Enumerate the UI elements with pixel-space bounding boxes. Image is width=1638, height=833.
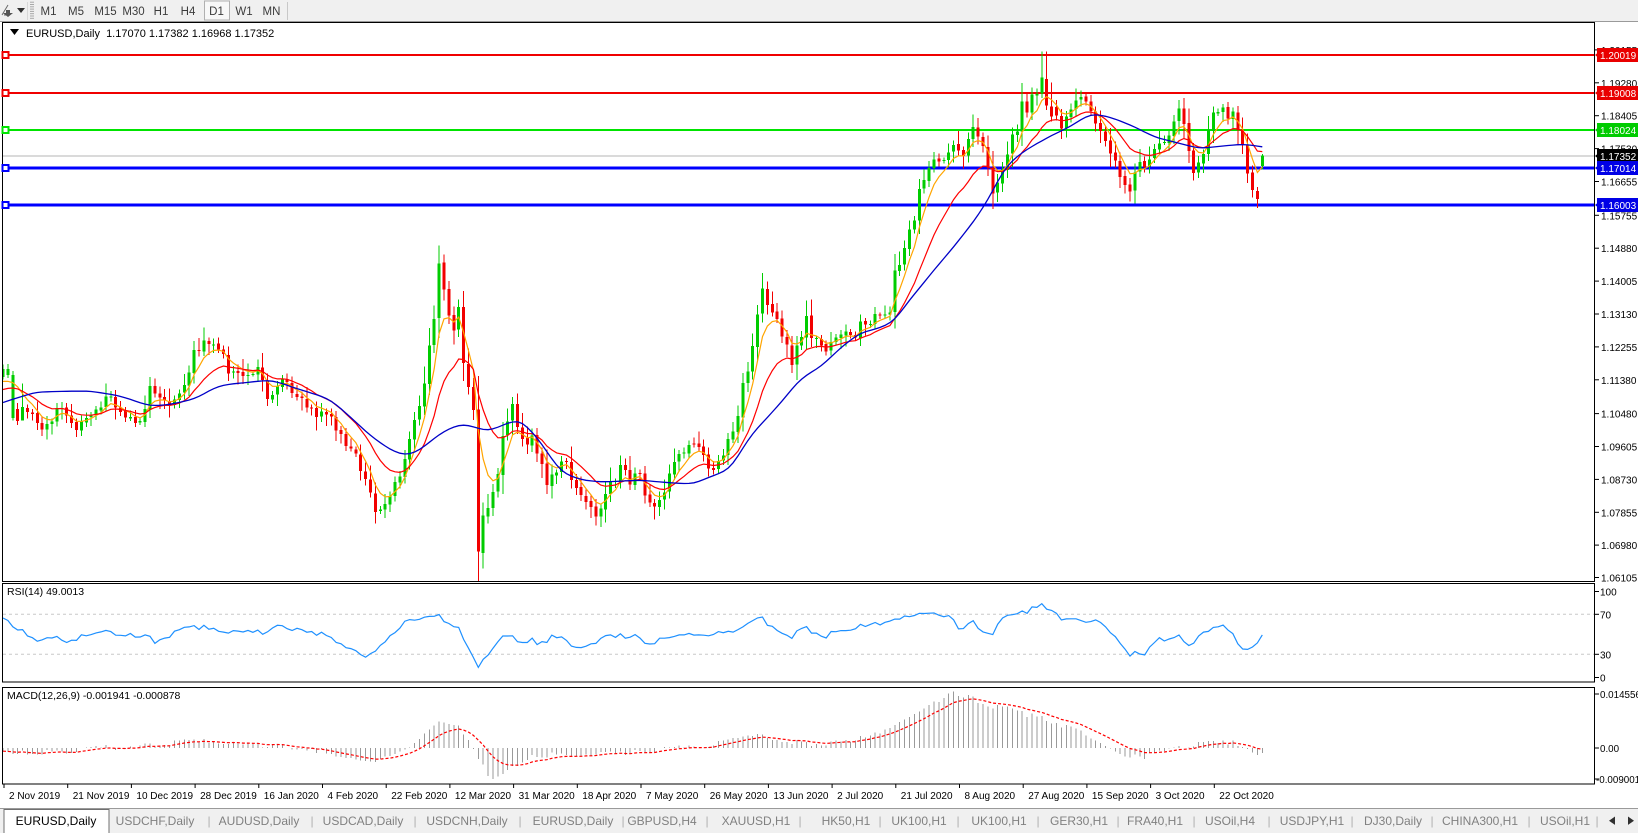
- svg-text:1.07855: 1.07855: [1601, 508, 1638, 519]
- svg-text:1.15755: 1.15755: [1601, 211, 1638, 222]
- svg-text:3 Oct 2020: 3 Oct 2020: [1156, 791, 1205, 802]
- svg-text:MN: MN: [263, 6, 281, 18]
- svg-text:1.18024: 1.18024: [1600, 126, 1637, 137]
- svg-text:M5: M5: [68, 6, 84, 18]
- svg-text:|: |: [1116, 814, 1119, 828]
- svg-text:USDCHF,Daily: USDCHF,Daily: [116, 814, 195, 828]
- svg-text:|: |: [1430, 814, 1433, 828]
- svg-text:1.06105: 1.06105: [1601, 574, 1638, 585]
- svg-text:CHINA300,H1: CHINA300,H1: [1442, 814, 1518, 828]
- svg-text:|: |: [1267, 814, 1270, 828]
- svg-text:|: |: [413, 814, 416, 828]
- svg-text:AUDUSD,Daily: AUDUSD,Daily: [219, 814, 300, 828]
- svg-text:|: |: [705, 814, 708, 828]
- svg-text:|: |: [878, 814, 881, 828]
- svg-text:31 Mar 2020: 31 Mar 2020: [519, 791, 576, 802]
- svg-text:18 Apr 2020: 18 Apr 2020: [582, 791, 636, 802]
- svg-text:1.18405: 1.18405: [1601, 112, 1638, 123]
- svg-text:0.00: 0.00: [1600, 744, 1620, 755]
- svg-text:|: |: [1350, 814, 1353, 828]
- svg-text:2 Nov 2019: 2 Nov 2019: [9, 791, 61, 802]
- svg-text:XAUUSD,H1: XAUUSD,H1: [722, 814, 791, 828]
- svg-text:GBPUSD,H4: GBPUSD,H4: [627, 814, 697, 828]
- svg-text:USOil,H1: USOil,H1: [1540, 814, 1590, 828]
- svg-text:W1: W1: [235, 6, 252, 18]
- svg-text:RSI(14) 49.0013: RSI(14) 49.0013: [7, 586, 84, 598]
- svg-text:1.08730: 1.08730: [1601, 475, 1638, 486]
- svg-text:1.16655: 1.16655: [1601, 178, 1638, 189]
- svg-text:1.11380: 1.11380: [1601, 376, 1637, 387]
- svg-text:DJ30,Daily: DJ30,Daily: [1364, 814, 1422, 828]
- svg-text:21 Nov 2019: 21 Nov 2019: [73, 791, 130, 802]
- svg-text:M30: M30: [122, 6, 144, 18]
- svg-text:MACD(12,26,9) -0.001941 -0.000: MACD(12,26,9) -0.001941 -0.000878: [7, 690, 181, 702]
- svg-text:2 Jul 2020: 2 Jul 2020: [837, 791, 884, 802]
- svg-text:28 Dec 2019: 28 Dec 2019: [200, 791, 257, 802]
- svg-text:10 Dec 2019: 10 Dec 2019: [136, 791, 193, 802]
- svg-text:EURUSD,Daily 1.17070 1.17382: EURUSD,Daily 1.17070 1.17382 1.16968 1.1…: [26, 28, 274, 40]
- svg-text:22 Oct 2020: 22 Oct 2020: [1219, 791, 1274, 802]
- svg-text:H1: H1: [154, 6, 169, 18]
- svg-text:|: |: [1036, 814, 1039, 828]
- svg-text:13 Jun 2020: 13 Jun 2020: [773, 791, 828, 802]
- svg-text:|: |: [1527, 814, 1530, 828]
- svg-text:7 May 2020: 7 May 2020: [646, 791, 699, 802]
- svg-text:21 Jul 2020: 21 Jul 2020: [901, 791, 953, 802]
- svg-text:GER30,H1: GER30,H1: [1050, 814, 1108, 828]
- svg-text:1.17014: 1.17014: [1600, 164, 1637, 175]
- svg-text:-0.009001: -0.009001: [1596, 775, 1638, 786]
- svg-text:70: 70: [1600, 610, 1612, 621]
- svg-text:1.12255: 1.12255: [1601, 343, 1638, 354]
- svg-text:|: |: [518, 814, 521, 828]
- svg-text:|: |: [1595, 814, 1598, 828]
- svg-text:|: |: [1192, 814, 1195, 828]
- svg-text:1.10480: 1.10480: [1601, 410, 1638, 421]
- svg-text:1.13130: 1.13130: [1601, 310, 1638, 321]
- svg-text:0: 0: [1600, 674, 1606, 685]
- svg-text:0.014556: 0.014556: [1600, 690, 1638, 701]
- svg-text:1.14005: 1.14005: [1601, 277, 1638, 288]
- svg-text:12 Mar 2020: 12 Mar 2020: [455, 791, 512, 802]
- svg-text:|: |: [956, 814, 959, 828]
- svg-text:UK100,H1: UK100,H1: [891, 814, 947, 828]
- svg-text:1.19008: 1.19008: [1600, 89, 1637, 100]
- svg-text:EURUSD,Daily: EURUSD,Daily: [16, 814, 97, 828]
- svg-text:H4: H4: [181, 6, 196, 18]
- svg-text:100: 100: [1600, 588, 1617, 599]
- svg-text:27 Aug 2020: 27 Aug 2020: [1028, 791, 1085, 802]
- svg-text:8 Aug 2020: 8 Aug 2020: [965, 791, 1016, 802]
- svg-text:1.09605: 1.09605: [1601, 443, 1638, 454]
- svg-text:|: |: [798, 814, 801, 828]
- svg-text:FRA40,H1: FRA40,H1: [1127, 814, 1183, 828]
- svg-text:|: |: [310, 814, 313, 828]
- svg-text:|: |: [207, 814, 210, 828]
- svg-text:22 Feb 2020: 22 Feb 2020: [391, 791, 448, 802]
- svg-text:4 Feb 2020: 4 Feb 2020: [328, 791, 379, 802]
- svg-text:D1: D1: [209, 6, 224, 18]
- svg-text:16 Jan 2020: 16 Jan 2020: [264, 791, 319, 802]
- svg-text:M15: M15: [94, 6, 116, 18]
- svg-text:HK50,H1: HK50,H1: [822, 814, 871, 828]
- svg-text:1.14880: 1.14880: [1601, 244, 1638, 255]
- svg-text:USOil,H4: USOil,H4: [1205, 814, 1255, 828]
- svg-text:|: |: [621, 814, 624, 828]
- svg-text:1.19280: 1.19280: [1601, 79, 1638, 90]
- svg-text:30: 30: [1600, 650, 1612, 661]
- svg-text:1.16003: 1.16003: [1600, 201, 1637, 212]
- svg-text:1.17352: 1.17352: [1600, 152, 1637, 163]
- svg-text:USDJPY,H1: USDJPY,H1: [1280, 814, 1345, 828]
- svg-text:UK100,H1: UK100,H1: [971, 814, 1027, 828]
- svg-text:USDCNH,Daily: USDCNH,Daily: [426, 814, 507, 828]
- svg-text:M1: M1: [41, 6, 57, 18]
- svg-text:26 May 2020: 26 May 2020: [710, 791, 768, 802]
- svg-text:15 Sep 2020: 15 Sep 2020: [1092, 791, 1149, 802]
- svg-text:USDCAD,Daily: USDCAD,Daily: [323, 814, 404, 828]
- svg-text:1.20019: 1.20019: [1600, 51, 1637, 62]
- svg-text:1.06980: 1.06980: [1601, 541, 1638, 552]
- svg-text:EURUSD,Daily: EURUSD,Daily: [533, 814, 614, 828]
